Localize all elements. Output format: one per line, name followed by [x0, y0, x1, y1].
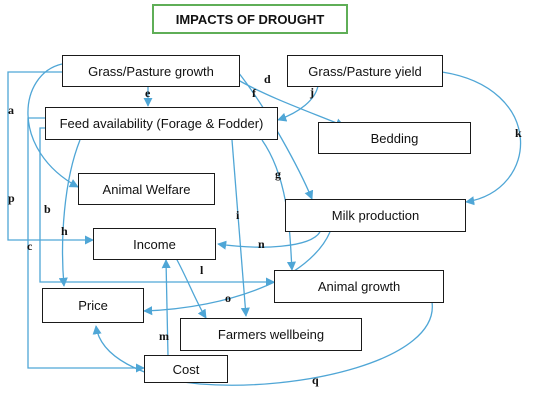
- link-label-h: h: [61, 224, 68, 238]
- link-label-q: q: [312, 373, 319, 387]
- node-milk-production: Milk production: [285, 199, 466, 232]
- node-animal-welfare: Animal Welfare: [78, 173, 215, 205]
- diagram-title: IMPACTS OF DROUGHT: [152, 4, 348, 34]
- link-label-f: f: [252, 86, 256, 100]
- link-label-e: e: [145, 86, 151, 100]
- link-label-o: o: [225, 291, 231, 305]
- arrow-a: [27, 63, 79, 188]
- node-farmers-wellbeing: Farmers wellbeing: [180, 318, 362, 351]
- node-animal-growth: Animal growth: [274, 270, 444, 303]
- arrow-c: [27, 117, 145, 373]
- link-label-i: i: [236, 208, 240, 222]
- link-label-n: n: [258, 237, 265, 251]
- arrow-q: [92, 301, 433, 386]
- arrow-n: [217, 231, 321, 250]
- link-label-k: k: [515, 126, 522, 140]
- arrow-p: [7, 71, 94, 245]
- link-label-g: g: [275, 167, 281, 181]
- link-label-l: l: [200, 263, 204, 277]
- arrow-b: [39, 127, 275, 287]
- link-label-c: c: [27, 239, 33, 253]
- arrow-o: [143, 231, 331, 316]
- node-bedding: Bedding: [318, 122, 471, 154]
- arrow-j: [277, 85, 319, 122]
- node-cost: Cost: [144, 355, 228, 383]
- link-label-j: j: [310, 85, 314, 99]
- link-label-d: d: [264, 72, 271, 86]
- node-grass-pasture-yield: Grass/Pasture yield: [287, 55, 443, 87]
- arrow-f: [237, 79, 345, 128]
- link-label-a: a: [8, 103, 14, 117]
- link-label-p: p: [8, 191, 15, 205]
- arrow-i: [231, 139, 250, 317]
- node-price: Price: [42, 288, 144, 323]
- node-grass-pasture-growth: Grass/Pasture growth: [62, 55, 240, 87]
- arrow-k: [441, 71, 522, 206]
- arrow-h: [58, 139, 81, 287]
- arrow-m: [161, 259, 171, 357]
- node-income: Income: [93, 228, 216, 260]
- node-feed-availability: Feed availability (Forage & Fodder): [45, 107, 278, 140]
- arrow-l: [175, 257, 207, 319]
- link-label-m: m: [159, 329, 169, 343]
- link-label-b: b: [44, 202, 51, 216]
